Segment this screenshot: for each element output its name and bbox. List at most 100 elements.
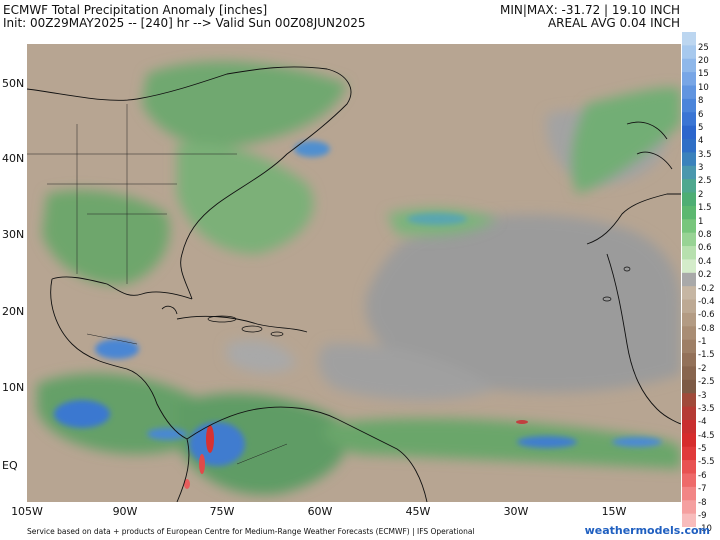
colorbar-label: -3.5 [698, 403, 715, 414]
colorbar-swatch [682, 125, 696, 140]
colorbar-label: -4 [698, 417, 707, 428]
colorbar-swatch [682, 339, 696, 354]
colorbar-swatch [682, 179, 696, 194]
islands [207, 266, 631, 337]
lon-label: 90W [112, 505, 138, 518]
colorbar-label: -4.5 [698, 430, 715, 441]
colorbar-label: 8 [698, 96, 704, 107]
colorbar-swatch [682, 353, 696, 367]
map-title: ECMWF Total Precipitation Anomaly [inche… [3, 3, 268, 17]
colorbar-label: 3.5 [698, 149, 712, 160]
lat-label: 40N [2, 152, 25, 165]
lon-label: 45W [405, 505, 431, 518]
colorbar-label: -0.8 [698, 323, 715, 334]
coastlines [27, 66, 681, 502]
colorbar-swatch [682, 393, 696, 408]
init-valid-time: Init: 00Z29MAY2025 -- [240] hr --> Valid… [3, 16, 366, 30]
colorbar-swatch [682, 219, 696, 234]
colorbar-label: 15 [698, 69, 709, 80]
colorbar-label: 0.2 [698, 270, 712, 281]
brand-logo-text[interactable]: weathermodels.com [584, 524, 710, 537]
colorbar-label: -0.6 [698, 310, 715, 321]
colorbar-swatch [682, 406, 696, 421]
colorbar-label: -5.5 [698, 457, 715, 468]
colorbar-swatch [682, 286, 696, 301]
colorbar-swatch [682, 326, 696, 341]
colorbar-label: -1.5 [698, 350, 715, 361]
colorbar-label: -1 [698, 337, 707, 347]
colorbar-label: 2.5 [698, 176, 712, 187]
colorbar-label: 0.8 [698, 229, 712, 240]
colorbar-label: 1.5 [698, 203, 712, 214]
colorbar-label: -0.2 [698, 283, 715, 294]
colorbar-swatch [682, 433, 696, 448]
extreme-dry-specks [184, 420, 528, 489]
colorbar-swatch [682, 58, 696, 73]
lat-label: 10N [2, 381, 25, 394]
colorbar-swatch [682, 366, 696, 381]
precip-anomaly-map [27, 44, 681, 502]
lat-label: 20N [2, 305, 25, 318]
colorbar [682, 32, 696, 527]
colorbar-label: 4 [698, 136, 704, 147]
colorbar-swatch [682, 500, 696, 515]
colorbar-label: 2 [698, 189, 704, 200]
colorbar-swatch [682, 460, 696, 474]
lon-label: 75W [209, 505, 235, 518]
colorbar-swatch [682, 205, 696, 220]
source-credit: Service based on data + products of Euro… [27, 527, 475, 536]
colorbar-label: -2 [698, 363, 707, 374]
lon-label: 15W [601, 505, 627, 518]
colorbar-label: -3 [698, 390, 707, 401]
colorbar-swatch [682, 192, 696, 207]
colorbar-swatch [682, 152, 696, 167]
colorbar-label: 25 [698, 42, 709, 53]
colorbar-swatch [682, 139, 696, 153]
colorbar-label: -2.5 [698, 377, 715, 388]
colorbar-label: 10 [698, 82, 709, 93]
colorbar-swatch [682, 446, 696, 461]
lat-label: 50N [2, 77, 25, 90]
colorbar-swatch [682, 299, 696, 314]
colorbar-swatch [682, 112, 696, 127]
colorbar-label: 0.4 [698, 256, 712, 267]
colorbar-swatch [682, 72, 696, 87]
colorbar-label: -0.4 [698, 296, 715, 307]
colorbar-swatch [682, 85, 696, 100]
lon-label: 60W [307, 505, 333, 518]
colorbar-swatch [682, 259, 696, 274]
colorbar-label: 5 [698, 122, 704, 133]
colorbar-label: 6 [698, 109, 704, 120]
colorbar-swatch [682, 513, 696, 527]
colorbar-label: -7 [698, 484, 707, 495]
colorbar-swatch [682, 165, 696, 180]
colorbar-label: -8 [698, 497, 707, 508]
colorbar-label: 3 [698, 163, 704, 174]
colorbar-swatch [682, 32, 696, 46]
colorbar-label: 20 [698, 56, 709, 67]
areal-average-readout: AREAL AVG 0.04 INCH [547, 16, 680, 30]
colorbar-label: -6 [698, 470, 707, 481]
colorbar-swatch [682, 232, 696, 247]
colorbar-swatch [682, 312, 696, 327]
colorbar-label: -9 [698, 510, 707, 521]
colorbar-swatch [682, 486, 696, 501]
colorbar-label: -5 [698, 444, 707, 455]
colorbar-swatch [682, 473, 696, 488]
colorbar-swatch [682, 419, 696, 434]
colorbar-label: -10 [698, 524, 712, 535]
colorbar-label: 1 [698, 216, 704, 227]
lon-label: 105W [11, 505, 43, 518]
colorbar-swatch [682, 379, 696, 394]
colorbar-swatch [682, 45, 696, 60]
lat-label: EQ [2, 459, 18, 472]
min-max-readout: MIN|MAX: -31.72 | 19.10 INCH [500, 3, 680, 17]
colorbar-swatch [682, 272, 696, 287]
colorbar-label: 0.6 [698, 243, 712, 254]
lat-label: 30N [2, 228, 25, 241]
colorbar-swatch [682, 246, 696, 260]
wet-anomaly-regions [37, 61, 681, 495]
lon-label: 30W [503, 505, 529, 518]
political-borders [27, 104, 288, 465]
colorbar-swatch [682, 98, 696, 113]
